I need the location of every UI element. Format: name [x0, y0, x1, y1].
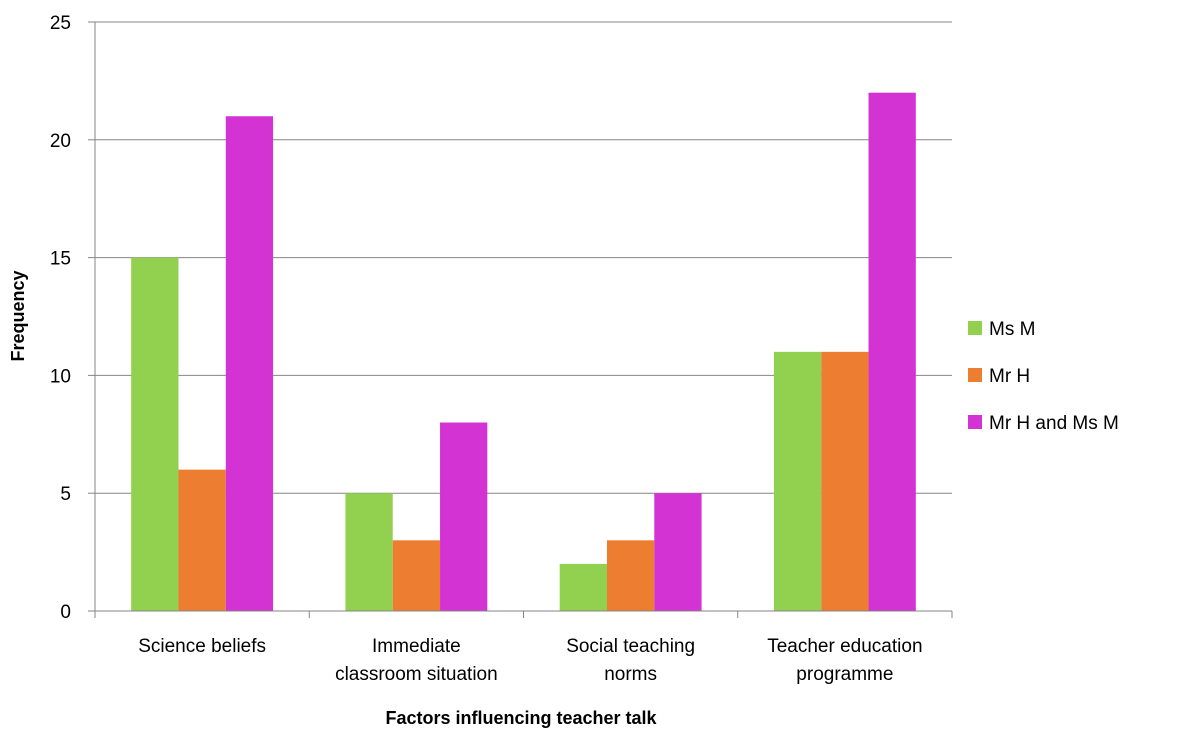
bars — [131, 92, 916, 612]
x-tick-label: Teacher education programme — [767, 636, 922, 685]
bar-ms-m — [131, 257, 179, 611]
bar-mr-h-and-ms-m — [654, 493, 702, 611]
bar-mr-h — [392, 540, 441, 611]
y-tick-label: 0 — [60, 602, 71, 623]
x-axis-title: Factors influencing teacher talk — [385, 708, 657, 728]
legend-label: Ms M — [989, 319, 1035, 340]
x-tick-label: Immediate classroom situation — [335, 636, 498, 685]
bar-mr-h — [178, 469, 226, 611]
x-tick-label: Science beliefs — [138, 636, 266, 657]
legend: Ms M Mr H Mr H and Ms M — [968, 319, 1119, 434]
y-tick-label: 20 — [50, 131, 71, 152]
legend-swatch — [968, 415, 982, 429]
y-tick-label: 15 — [50, 249, 71, 270]
legend-swatch — [968, 368, 982, 382]
bar-ms-m — [559, 563, 607, 611]
y-tick-label: 25 — [50, 13, 71, 34]
axes — [88, 21, 953, 618]
bar-ms-m — [345, 493, 393, 611]
y-tick-label: 10 — [50, 366, 71, 387]
legend-swatch — [968, 321, 982, 335]
bar-mr-h — [821, 351, 869, 611]
tick-labels: 0 5 10 15 20 25 Science beliefs Immediate classr… — [50, 13, 923, 685]
bar-mr-h-and-ms-m — [440, 422, 488, 611]
bar-ms-m — [773, 351, 822, 611]
legend-label: Mr H — [989, 366, 1030, 387]
y-tick-label: 5 — [60, 484, 71, 505]
y-axis-title: Frequency — [8, 270, 28, 361]
bar-mr-h — [606, 540, 655, 611]
bar-mr-h-and-ms-m — [225, 116, 274, 612]
legend-label: Mr H and Ms M — [989, 413, 1119, 434]
bar-mr-h-and-ms-m — [868, 92, 916, 612]
x-tick-label: Social teaching norms — [566, 636, 695, 685]
